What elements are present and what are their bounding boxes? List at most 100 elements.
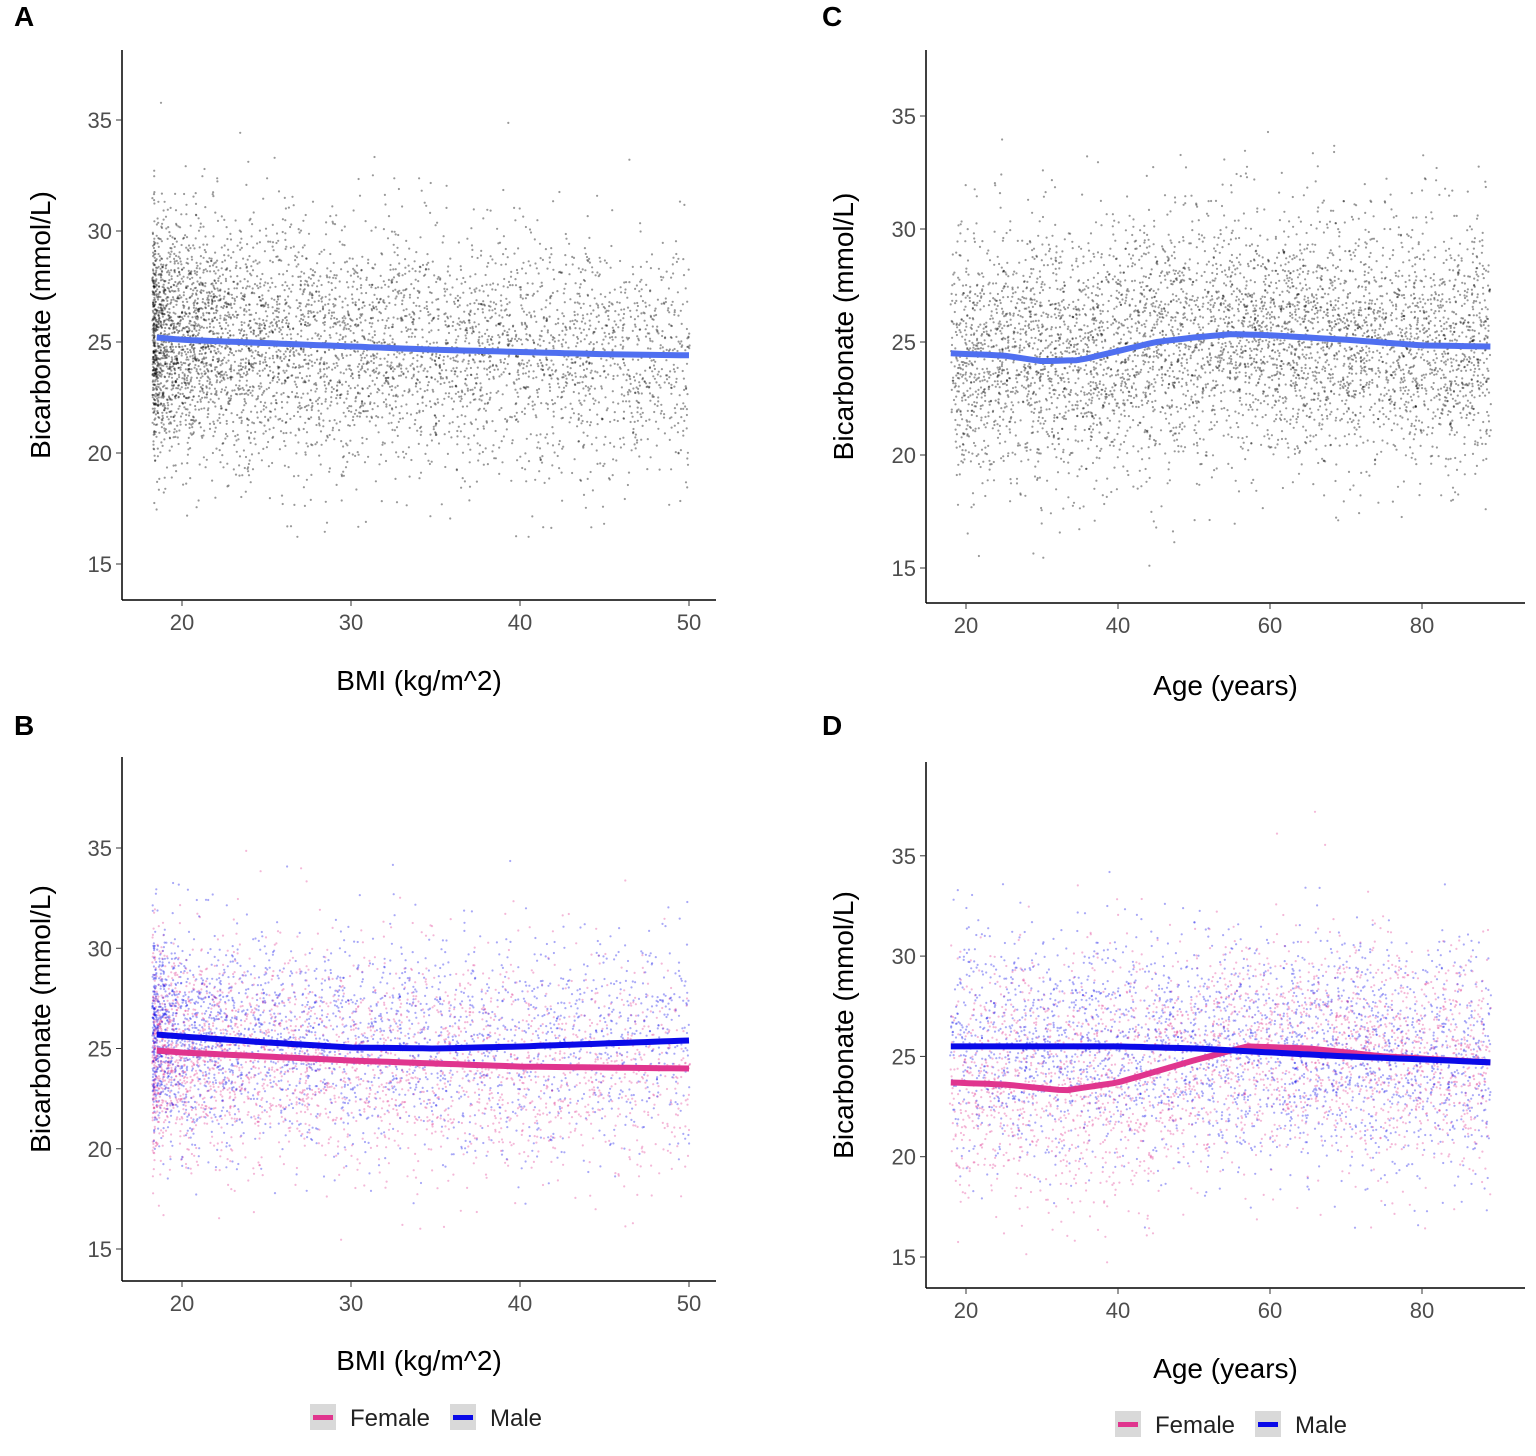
scatter-point (383, 442, 386, 445)
scatter-point (332, 387, 335, 391)
scatter-point (212, 312, 215, 315)
scatter-point (177, 362, 180, 365)
scatter-point (187, 315, 190, 318)
scatter-point (214, 426, 217, 429)
scatter-point (164, 289, 167, 292)
scatter-point (216, 287, 219, 290)
scatter-point (371, 266, 374, 269)
scatter-point (457, 335, 460, 338)
scatter-point (378, 364, 381, 367)
scatter-point (154, 372, 157, 375)
scatter-point (337, 358, 340, 361)
scatter-point (164, 323, 167, 326)
scatter-point (620, 393, 623, 396)
scatter-point (668, 311, 671, 314)
scatter-point (280, 382, 283, 385)
scatter-point (551, 464, 554, 467)
scatter-point (269, 259, 272, 262)
scatter-point (391, 323, 394, 326)
scatter-point (654, 307, 657, 310)
scatter-point (175, 411, 178, 414)
scatter-point (639, 222, 642, 225)
scatter-point (549, 297, 552, 300)
scatter-point (368, 303, 371, 306)
scatter-point (276, 355, 279, 358)
scatter-point (376, 341, 379, 344)
scatter-point (546, 329, 550, 332)
scatter-point (356, 341, 359, 344)
scatter-point (497, 334, 500, 337)
scatter-point (338, 381, 341, 384)
scatter-point (158, 255, 161, 258)
scatter-point (646, 438, 649, 441)
scatter-point (561, 312, 564, 315)
scatter-point (344, 335, 347, 338)
scatter-point (685, 362, 689, 365)
scatter-point (292, 475, 296, 478)
scatter-point (163, 352, 166, 355)
scatter-point (151, 231, 154, 234)
scatter-point (660, 278, 663, 282)
scatter-point (358, 374, 361, 377)
scatter-point (538, 470, 541, 473)
scatter-point (461, 451, 465, 454)
scatter-point (267, 418, 270, 421)
scatter-point (487, 401, 490, 404)
scatter-point (159, 295, 162, 299)
scatter-point (203, 396, 206, 399)
scatter-point (202, 243, 205, 246)
scatter-point (525, 313, 528, 316)
scatter-point (421, 263, 425, 267)
scatter-point (371, 336, 374, 339)
scatter-point (564, 333, 567, 336)
scatter-point (529, 264, 532, 267)
scatter-point (311, 404, 314, 408)
scatter-point (335, 214, 338, 217)
scatter-point (305, 257, 308, 260)
scatter-point (193, 353, 196, 356)
scatter-point (360, 269, 363, 272)
scatter-point (604, 396, 607, 399)
scatter-point (154, 354, 157, 357)
scatter-point (391, 428, 394, 431)
scatter-point (295, 392, 298, 395)
scatter-point (684, 385, 687, 388)
scatter-point (191, 389, 194, 392)
scatter-point (283, 440, 286, 443)
scatter-point (153, 418, 156, 421)
scatter-point (415, 382, 418, 385)
scatter-point (282, 353, 285, 356)
scatter-point (193, 366, 196, 369)
scatter-point (278, 295, 282, 298)
scatter-point (246, 417, 249, 420)
scatter-point (360, 402, 363, 405)
scatter-point (582, 368, 586, 372)
scatter-point (249, 330, 253, 333)
scatter-point (351, 301, 354, 304)
scatter-point (343, 315, 346, 318)
scatter-point (661, 241, 664, 244)
scatter-point (307, 276, 310, 279)
scatter-point (478, 331, 481, 334)
scatter-point (170, 285, 173, 288)
scatter-point (629, 420, 632, 424)
scatter-point (672, 272, 675, 275)
scatter-point (371, 340, 374, 343)
scatter-point (478, 360, 481, 363)
scatter-point (675, 252, 678, 256)
scatter-point (172, 351, 175, 354)
scatter-point (294, 395, 297, 398)
scatter-point (358, 376, 361, 379)
scatter-point (306, 322, 310, 325)
scatter-point (300, 329, 303, 332)
scatter-point (344, 380, 347, 383)
scatter-point (212, 435, 215, 438)
scatter-point (285, 269, 289, 273)
scatter-point (163, 330, 166, 333)
scatter-point (202, 434, 205, 437)
scatter-point (287, 396, 290, 399)
scatter-point (201, 360, 204, 363)
scatter-point (183, 378, 186, 381)
scatter-point (154, 329, 157, 332)
scatter-point (466, 304, 469, 307)
